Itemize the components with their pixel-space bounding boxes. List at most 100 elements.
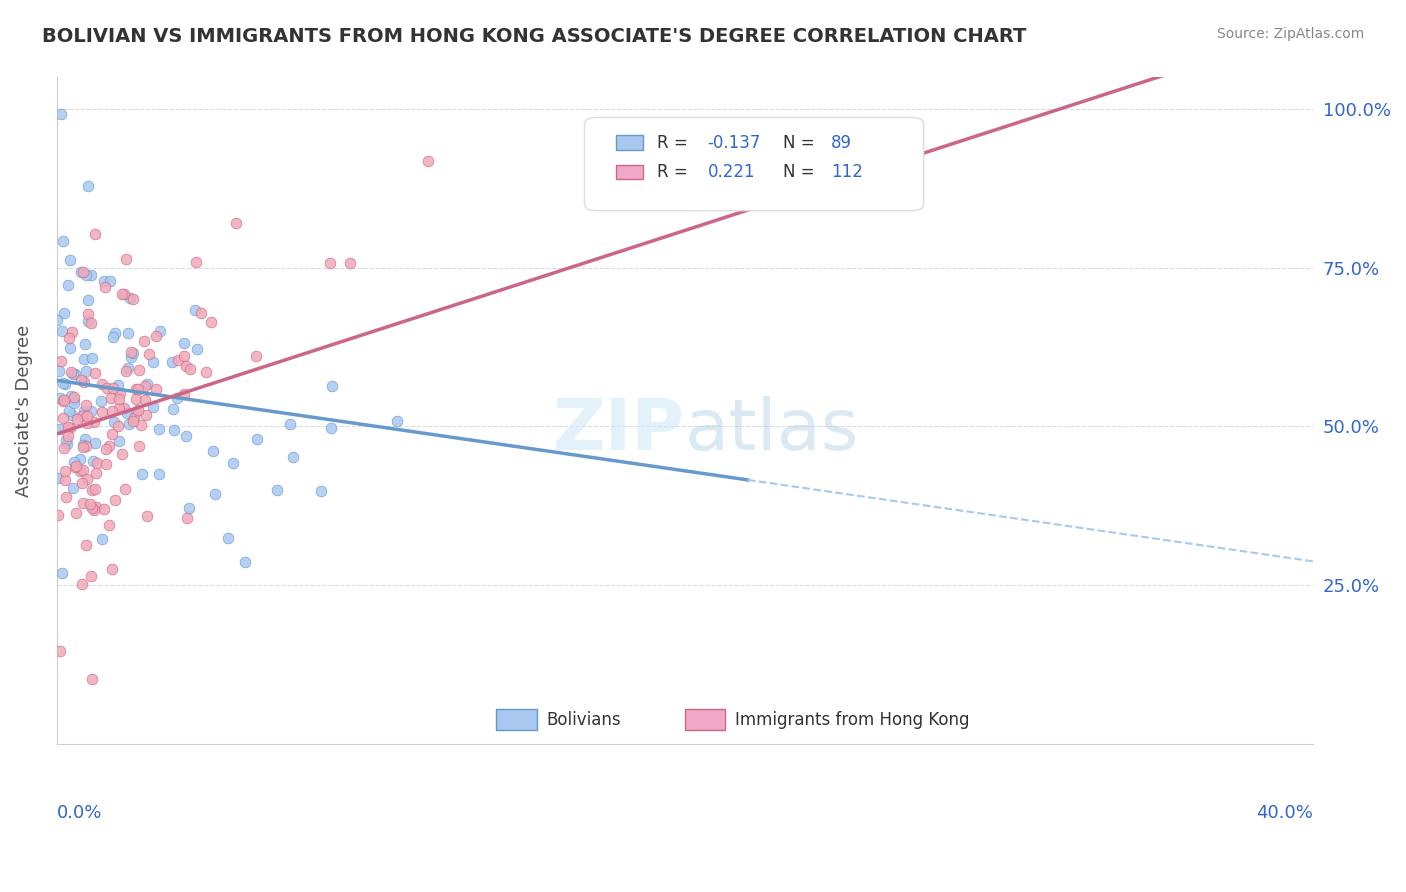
- Text: N =: N =: [783, 163, 820, 181]
- Text: 112: 112: [831, 163, 863, 181]
- Point: [162, 355, 184, 369]
- Point: [73, 351, 96, 366]
- Point: [52, 234, 75, 248]
- Point: [112, 401, 135, 416]
- Point: [321, 378, 343, 392]
- Text: Source: ZipAtlas.com: Source: ZipAtlas.com: [1216, 27, 1364, 41]
- Text: N =: N =: [783, 134, 820, 152]
- Point: [148, 467, 170, 482]
- Point: [56, 420, 79, 434]
- Text: R =: R =: [657, 134, 693, 152]
- Y-axis label: Associate's Degree: Associate's Degree: [15, 325, 32, 497]
- Point: [52, 411, 75, 425]
- Point: [107, 418, 129, 433]
- Point: [98, 518, 121, 533]
- Point: [52, 306, 75, 320]
- Point: [319, 421, 342, 435]
- Point: [51, 324, 73, 338]
- Point: [416, 153, 439, 168]
- Point: [83, 415, 105, 429]
- Point: [125, 405, 148, 419]
- Point: [63, 396, 86, 410]
- Point: [56, 428, 79, 442]
- Point: [145, 329, 167, 343]
- Point: [77, 293, 100, 308]
- Point: [80, 569, 103, 583]
- Point: [80, 501, 103, 516]
- Point: [72, 265, 94, 279]
- Point: [60, 389, 83, 403]
- Point: [59, 365, 82, 379]
- Point: [53, 473, 76, 487]
- Point: [96, 380, 118, 394]
- Point: [104, 326, 127, 340]
- Point: [84, 366, 107, 380]
- Point: [84, 436, 107, 450]
- Point: [63, 392, 86, 406]
- Point: [84, 500, 107, 514]
- Point: [163, 423, 186, 437]
- Point: [62, 455, 84, 469]
- Point: [135, 508, 157, 523]
- Point: [76, 472, 98, 486]
- FancyBboxPatch shape: [685, 709, 725, 731]
- Point: [94, 457, 117, 471]
- Point: [145, 382, 167, 396]
- Point: [46, 470, 69, 484]
- Text: R =: R =: [657, 163, 693, 181]
- Point: [70, 475, 93, 490]
- Point: [190, 305, 212, 319]
- Point: [245, 350, 267, 364]
- Point: [62, 368, 84, 382]
- Point: [136, 377, 159, 392]
- Point: [90, 393, 112, 408]
- Point: [173, 336, 195, 351]
- Point: [100, 391, 122, 405]
- Point: [80, 268, 103, 282]
- Point: [115, 252, 138, 267]
- Point: [121, 414, 143, 428]
- Point: [122, 346, 145, 360]
- Point: [82, 454, 104, 468]
- Point: [121, 345, 143, 359]
- Point: [129, 417, 152, 432]
- Point: [55, 464, 77, 478]
- Point: [118, 417, 141, 432]
- Point: [76, 179, 98, 194]
- Point: [107, 392, 129, 406]
- Point: [162, 401, 184, 416]
- Point: [120, 350, 142, 364]
- Point: [101, 404, 124, 418]
- Point: [176, 429, 198, 443]
- Point: [138, 347, 160, 361]
- Point: [72, 440, 94, 454]
- Point: [127, 402, 149, 417]
- Point: [204, 487, 226, 501]
- Point: [60, 325, 83, 339]
- Point: [80, 403, 103, 417]
- Point: [58, 403, 80, 417]
- Text: -0.137: -0.137: [707, 134, 761, 152]
- Point: [101, 562, 124, 576]
- Point: [86, 456, 108, 470]
- Point: [108, 401, 131, 416]
- Point: [90, 405, 112, 419]
- Point: [59, 252, 82, 267]
- Point: [115, 406, 138, 420]
- Point: [278, 417, 301, 431]
- Point: [72, 495, 94, 509]
- Point: [80, 673, 103, 687]
- Point: [125, 392, 148, 406]
- Point: [122, 292, 145, 306]
- Point: [266, 483, 288, 497]
- Point: [46, 508, 69, 522]
- Point: [128, 439, 150, 453]
- Point: [128, 363, 150, 377]
- Point: [65, 458, 87, 473]
- Point: [70, 576, 93, 591]
- Point: [120, 291, 142, 305]
- Point: [91, 376, 114, 391]
- Point: [134, 334, 156, 348]
- Point: [76, 417, 98, 431]
- Point: [142, 355, 165, 369]
